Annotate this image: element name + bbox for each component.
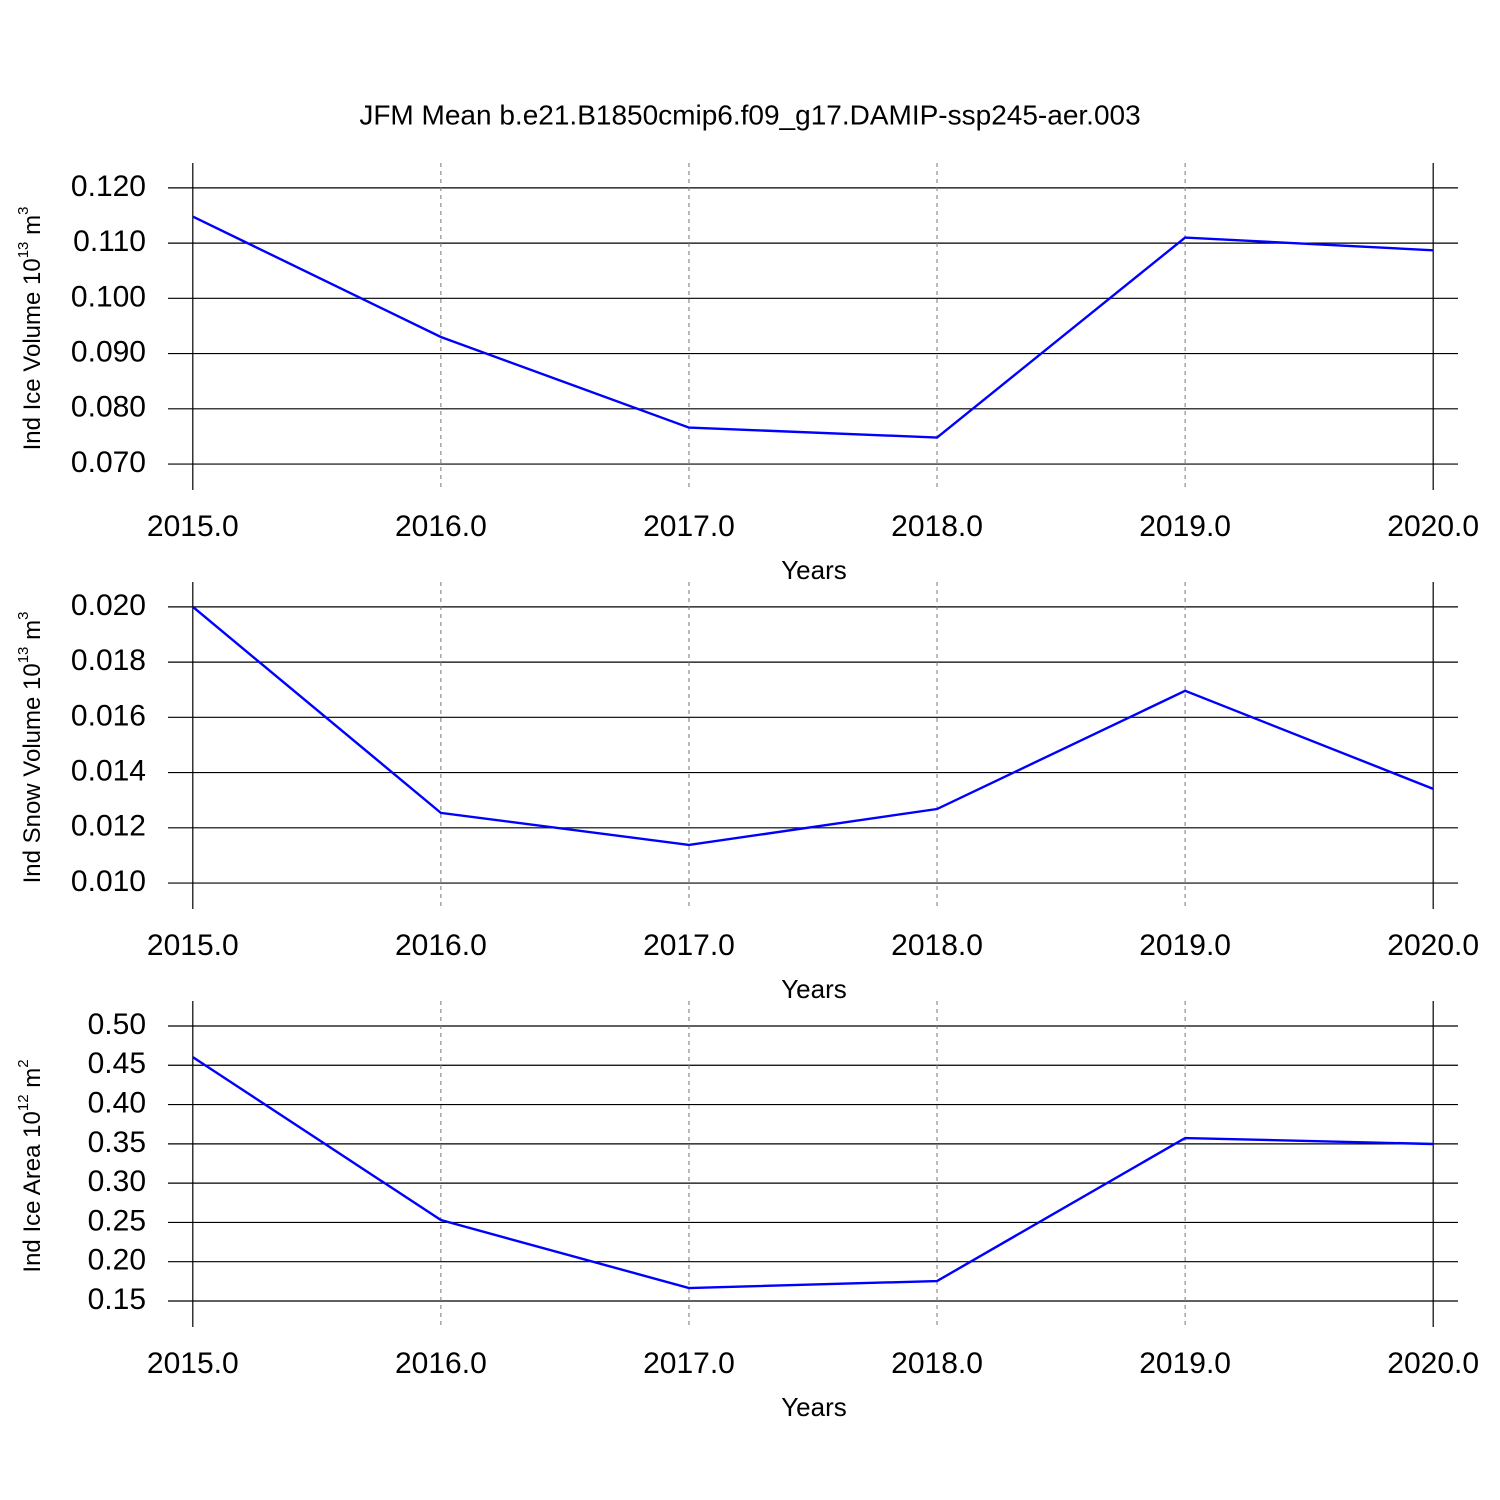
- y-tick-label: 0.016: [71, 699, 146, 732]
- y-tick-label: 0.070: [71, 446, 146, 479]
- x-tick-label: 2016.0: [395, 1347, 487, 1380]
- x-tick-label: 2020.0: [1387, 929, 1479, 962]
- y-tick-label: 0.110: [73, 225, 146, 258]
- y-tick-label: 0.40: [88, 1086, 146, 1119]
- superscript: 12: [15, 1094, 32, 1111]
- superscript: 3: [15, 612, 32, 620]
- y-tick-label: 0.25: [88, 1204, 146, 1237]
- x-axis-label: Years: [781, 555, 847, 585]
- y-tick-label: 0.010: [71, 865, 146, 898]
- x-tick-label: 2018.0: [891, 1347, 983, 1380]
- x-axis-label: Years: [781, 974, 847, 1004]
- x-tick-label: 2015.0: [147, 1347, 239, 1380]
- y-tick-label: 0.35: [88, 1126, 146, 1159]
- x-tick-label: 2015.0: [147, 510, 239, 543]
- label-part: m: [19, 620, 46, 647]
- x-tick-label: 2017.0: [643, 1347, 735, 1380]
- x-tick-label: 2019.0: [1139, 929, 1231, 962]
- chart-title: JFM Mean b.e21.B1850cmip6.f09_g17.DAMIP-…: [359, 99, 1140, 130]
- data-line: [192, 605, 1434, 847]
- x-tick-label: 2016.0: [395, 929, 487, 962]
- data-line: [192, 1056, 1434, 1290]
- x-axis-label: Years: [781, 1392, 847, 1422]
- y-tick-label: 0.50: [88, 1008, 146, 1041]
- y-tick-label: 0.30: [88, 1165, 146, 1198]
- y-tick-label: 0.45: [88, 1047, 146, 1080]
- y-axis-label: Ind Ice Volume 1013 m3: [15, 207, 46, 451]
- y-tick-label: 0.012: [71, 810, 146, 843]
- data-line: [192, 215, 1434, 439]
- label-part: m: [19, 1068, 46, 1095]
- superscript: 3: [15, 207, 32, 215]
- x-tick-label: 2018.0: [891, 929, 983, 962]
- y-tick-label: 0.20: [88, 1244, 146, 1277]
- label-part: m: [19, 215, 46, 242]
- x-tick-label: 2017.0: [643, 510, 735, 543]
- label-part: Ind Snow Volume 10: [19, 663, 46, 883]
- label-part: Ind Ice Volume 10: [19, 258, 46, 450]
- superscript: 13: [15, 242, 32, 259]
- x-tick-label: 2019.0: [1139, 510, 1231, 543]
- y-tick-label: 0.020: [71, 589, 146, 622]
- y-tick-label: 0.018: [71, 644, 146, 677]
- x-tick-label: 2015.0: [147, 929, 239, 962]
- x-tick-label: 2020.0: [1387, 510, 1479, 543]
- y-tick-label: 0.15: [88, 1283, 146, 1316]
- x-tick-label: 2016.0: [395, 510, 487, 543]
- y-axis-label: Ind Snow Volume 1013 m3: [15, 612, 46, 884]
- superscript: 13: [15, 647, 32, 664]
- x-tick-label: 2018.0: [891, 510, 983, 543]
- x-tick-label: 2017.0: [643, 929, 735, 962]
- x-tick-label: 2020.0: [1387, 1347, 1479, 1380]
- y-tick-label: 0.120: [71, 170, 146, 203]
- y-axis-label: Ind Ice Area 1012 m2: [15, 1059, 46, 1272]
- y-tick-label: 0.100: [71, 280, 146, 313]
- label-part: Ind Ice Area 10: [19, 1111, 46, 1272]
- superscript: 2: [15, 1059, 32, 1067]
- y-tick-label: 0.014: [71, 754, 146, 787]
- y-tick-label: 0.090: [71, 335, 146, 368]
- x-tick-label: 2019.0: [1139, 1347, 1231, 1380]
- y-tick-label: 0.080: [71, 391, 146, 424]
